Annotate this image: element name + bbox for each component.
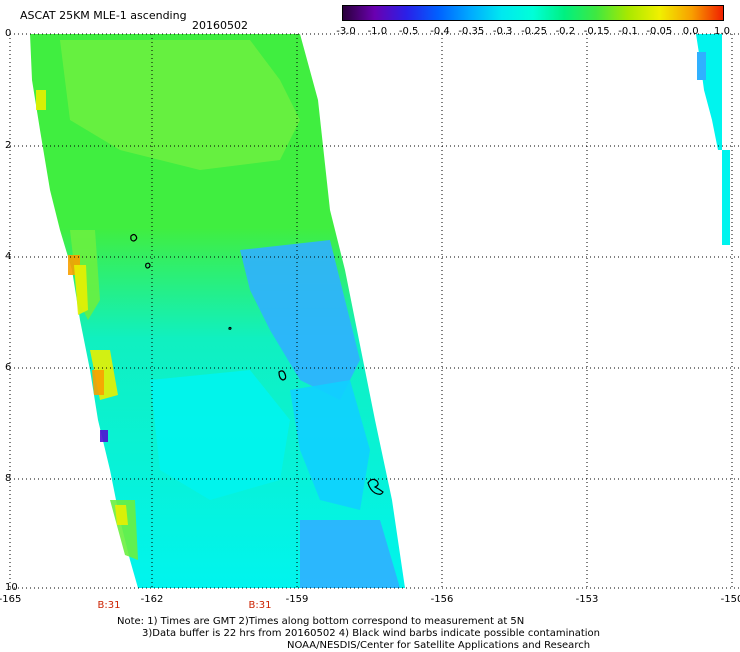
colorbar-tick-label: -0.3 bbox=[492, 26, 513, 37]
wind-field-region bbox=[36, 90, 46, 110]
wind-field-region bbox=[74, 265, 88, 315]
colorbar-tick-label: -0.15 bbox=[583, 26, 610, 37]
latitude-label: 6 bbox=[5, 362, 12, 373]
island-outline bbox=[228, 326, 232, 330]
wind-field-region bbox=[92, 370, 104, 395]
colorbar-tick-label: -0.35 bbox=[458, 26, 485, 37]
swath-right bbox=[696, 34, 730, 245]
wind-field-region bbox=[240, 240, 360, 400]
colorbar-tick-label: -1.0 bbox=[367, 26, 388, 37]
colorbar-tick-label: 0.0 bbox=[682, 26, 699, 37]
longitude-label: -153 bbox=[575, 594, 599, 605]
colorbar-tick-label: 1.0 bbox=[714, 26, 730, 37]
island-outline bbox=[130, 233, 138, 242]
longitude-label: -162 bbox=[140, 594, 164, 605]
wind-field-region bbox=[150, 370, 290, 500]
island-outline bbox=[367, 478, 384, 495]
colorbar bbox=[342, 5, 724, 21]
note-line: 3)Data buffer is 22 hrs from 20160502 4)… bbox=[142, 628, 600, 639]
island-outline bbox=[278, 370, 287, 381]
rev-label: B:31 bbox=[97, 600, 121, 611]
colorbar-tick-label: -3.0 bbox=[336, 26, 356, 37]
note-line: NOAA/NESDIS/Center for Satellite Applica… bbox=[287, 640, 591, 651]
footnote: Note: 1) Times are GMT 2)Times along bot… bbox=[117, 616, 600, 652]
longitude-label: -165 bbox=[0, 594, 22, 605]
longitude-label: -156 bbox=[430, 594, 454, 605]
island-outline bbox=[145, 262, 151, 269]
colorbar-tick-label: -0.5 bbox=[398, 26, 419, 37]
note-line: Note: 1) Times are GMT 2)Times along bot… bbox=[117, 616, 525, 627]
colorbar-tick-label: -0.4 bbox=[430, 26, 450, 37]
wind-field-region bbox=[290, 380, 370, 510]
map-gridlines bbox=[9, 33, 740, 589]
latitude-label: 2 bbox=[5, 140, 12, 151]
latitude-label: 10 bbox=[5, 582, 18, 593]
latitude-label: 8 bbox=[5, 473, 12, 484]
latitude-label: 4 bbox=[5, 251, 12, 262]
product-title: ASCAT 25KM MLE-1 ascending bbox=[20, 9, 187, 22]
rev-label: B:31 bbox=[248, 600, 272, 611]
latitude-label: 0 bbox=[5, 28, 12, 39]
wind-field-region bbox=[60, 40, 300, 170]
longitude-label: -150 bbox=[720, 594, 740, 605]
colorbar-tick-label: -0.25 bbox=[521, 26, 547, 37]
colorbar-tick-label: -0.05 bbox=[646, 26, 673, 37]
wind-swath bbox=[30, 34, 730, 588]
longitude-label: -159 bbox=[285, 594, 309, 605]
product-date: 20160502 bbox=[192, 19, 248, 32]
wind-field-region bbox=[697, 52, 706, 80]
colorbar-tick-label: -0.2 bbox=[555, 26, 576, 37]
wind-field-region bbox=[100, 430, 108, 442]
colorbar-tick-label: -0.1 bbox=[618, 26, 638, 37]
island-outlines bbox=[130, 233, 384, 495]
wind-field-region bbox=[300, 520, 400, 588]
wind-field-region bbox=[115, 505, 128, 525]
